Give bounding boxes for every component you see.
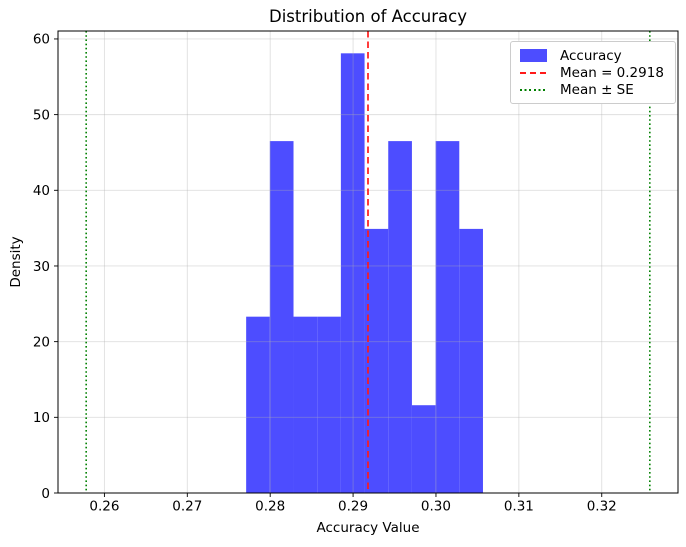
y-tick-label: 30	[33, 259, 50, 275]
y-tick-label: 50	[33, 107, 50, 123]
histogram-bar	[269, 141, 294, 494]
legend-label-accuracy: Accuracy	[560, 47, 622, 64]
x-tick-label: 0.27	[172, 499, 202, 515]
y-tick-label: 40	[33, 183, 50, 199]
histogram-bar	[364, 228, 389, 493]
x-tick-label: 0.30	[421, 499, 451, 515]
chart-title: Distribution of Accuracy	[269, 7, 467, 26]
legend-item-se: Mean ± SE	[520, 81, 667, 98]
y-axis-label: Density	[8, 236, 24, 288]
y-tick-label: 60	[33, 32, 50, 48]
legend-item-mean: Mean = 0.2918	[520, 64, 667, 81]
histogram-bar	[388, 141, 412, 494]
histogram-bar	[293, 316, 318, 493]
histogram-bar	[459, 228, 483, 493]
legend-item-accuracy: Accuracy	[520, 47, 667, 64]
x-tick-label: 0.29	[338, 499, 368, 515]
x-tick-label: 0.31	[504, 499, 534, 515]
histogram-bar	[340, 53, 365, 493]
axes-spines	[57, 30, 679, 494]
legend-swatch-mean-line	[520, 71, 547, 74]
histogram-bar	[317, 316, 341, 493]
y-tick-label: 0	[41, 486, 50, 502]
legend-swatch-accuracy	[520, 49, 547, 62]
histogram-bar	[435, 141, 460, 494]
x-axis-label: Accuracy Value	[316, 520, 420, 536]
y-tick-label: 20	[33, 334, 50, 350]
legend: Accuracy Mean = 0.2918 Mean ± SE	[510, 41, 676, 104]
x-tick-label: 0.28	[255, 499, 285, 515]
histogram-bar	[411, 405, 436, 493]
legend-swatch-se-line	[520, 88, 547, 91]
histogram-bar	[246, 316, 270, 493]
x-tick-label: 0.32	[587, 499, 617, 515]
legend-label-mean: Mean = 0.2918	[560, 64, 664, 81]
x-tick-label: 0.26	[89, 499, 119, 515]
legend-label-se: Mean ± SE	[560, 81, 634, 98]
y-tick-label: 10	[33, 410, 50, 426]
